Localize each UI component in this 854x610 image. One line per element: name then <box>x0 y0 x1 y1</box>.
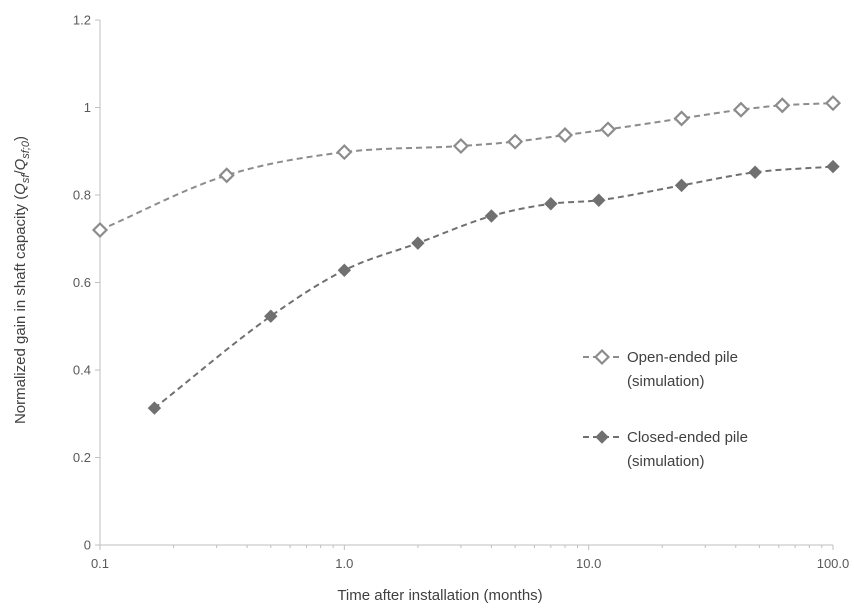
series-closed-ended <box>147 159 840 415</box>
y-axis-title-slash: / <box>12 170 29 175</box>
data-point <box>544 197 558 211</box>
y-axis-title-q1-sub: sf <box>20 174 32 184</box>
x-tick-label: 10.0 <box>576 556 601 571</box>
y-tick-label: 0 <box>84 538 91 553</box>
data-point <box>748 165 762 179</box>
data-point <box>673 110 690 127</box>
data-point <box>147 401 162 415</box>
x-tick-label: 0.1 <box>91 556 109 571</box>
data-point <box>218 167 235 184</box>
legend-marker <box>595 430 609 444</box>
series-layer <box>91 95 842 415</box>
axes: 0 0.2 0.4 0.6 0.8 1 1.2 0.1 1.0 10.0 100.0 <box>73 13 849 572</box>
y-tick-label: 0.4 <box>73 363 91 378</box>
legend-entry: Open-ended pile (simulation) <box>583 348 738 390</box>
data-point <box>826 159 840 174</box>
data-point <box>336 144 353 161</box>
y-tick-label: 1 <box>84 100 91 115</box>
y-axis-title: Normalized gain in shaft capacity (Qsf/Q… <box>12 136 32 424</box>
y-axis-title-q2-sub: sf;0 <box>20 140 32 159</box>
y-tick-label: 0.2 <box>73 450 91 465</box>
data-point <box>774 97 791 114</box>
series-open-ended <box>91 95 842 239</box>
data-point <box>507 133 524 150</box>
x-tick-label: 100.0 <box>817 556 850 571</box>
data-point <box>91 221 109 239</box>
data-point <box>824 95 842 112</box>
y-tick-label: 1.2 <box>73 13 91 28</box>
y-axis-title-q1: Q <box>12 183 29 195</box>
data-point <box>556 127 574 144</box>
data-point <box>674 178 689 193</box>
data-point <box>452 137 469 155</box>
legend-label-line2: (simulation) <box>627 453 705 470</box>
data-point <box>484 209 499 223</box>
legend-label-line1: Closed-ended pile <box>627 429 748 446</box>
x-tick-label: 1.0 <box>335 556 353 571</box>
data-point <box>411 236 425 250</box>
series-line <box>99 102 834 231</box>
legend-label-line1: Open-ended pile <box>627 349 738 366</box>
data-point <box>599 121 617 138</box>
data-point <box>264 309 278 323</box>
data-point <box>592 193 606 207</box>
y-axis-title-q2: Q <box>12 158 29 170</box>
y-tick-label: 0.6 <box>73 275 91 290</box>
legend-marker <box>593 348 611 366</box>
data-point <box>732 101 750 118</box>
y-axis-title-suffix: ) <box>12 136 29 141</box>
legend-label-line2: (simulation) <box>627 373 705 390</box>
y-axis-title-prefix: Normalized gain in shaft capacity ( <box>12 195 29 424</box>
series-line <box>153 165 834 409</box>
y-tick-label: 0.8 <box>73 188 91 203</box>
data-point <box>337 263 352 277</box>
legend: Open-ended pile(simulation)Closed-ended … <box>583 348 748 470</box>
legend-entry: Closed-ended pile (simulation) <box>583 429 748 470</box>
x-axis-title: Time after installation (months) <box>337 587 542 604</box>
